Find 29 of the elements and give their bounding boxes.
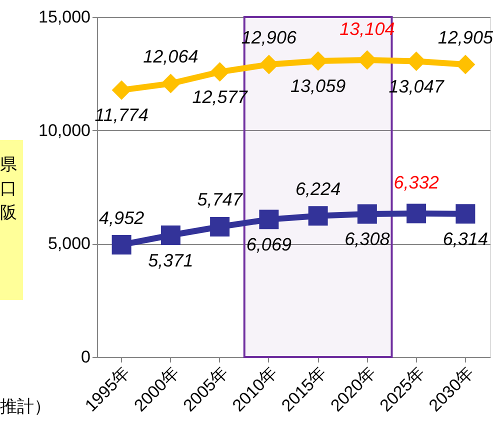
point xyxy=(112,235,132,254)
data-label: 12,064 xyxy=(143,46,198,67)
point xyxy=(210,62,230,82)
point xyxy=(160,74,180,94)
y-tick-label: 15,000 xyxy=(38,8,90,26)
y-tick-label: 0 xyxy=(81,348,90,366)
data-label: 4,952 xyxy=(99,208,144,228)
data-label: 6,224 xyxy=(296,178,341,199)
point xyxy=(357,204,377,224)
data-label: 11,774 xyxy=(94,105,148,126)
point xyxy=(456,204,476,224)
y-tick-label: 5,000 xyxy=(48,234,90,254)
text: 推計） xyxy=(0,397,51,416)
data-label: 6,314 xyxy=(442,228,488,249)
annotation: 6,332 xyxy=(394,172,439,192)
data-label: 5,371 xyxy=(148,250,194,270)
data-label: 5,747 xyxy=(197,190,244,210)
data-label: 13,059 xyxy=(290,76,346,96)
y-tick-label: 10,000 xyxy=(38,120,90,140)
point xyxy=(112,80,132,100)
data-label: 6,308 xyxy=(344,229,390,250)
point xyxy=(160,226,180,246)
text: 県口阪 xyxy=(0,155,17,222)
data-label: 12,905 xyxy=(438,27,494,48)
data-label: 6,069 xyxy=(246,234,292,254)
point xyxy=(210,216,230,236)
point xyxy=(406,204,426,224)
point xyxy=(259,210,279,230)
point xyxy=(308,206,328,226)
